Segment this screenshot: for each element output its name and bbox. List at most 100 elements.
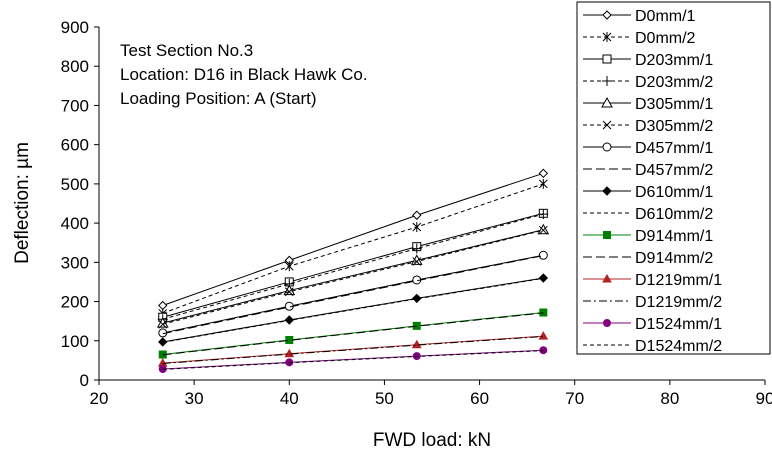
legend-label: D203mm/2 [635,74,713,91]
asterisk-marker [412,222,422,233]
asterisk-marker [284,261,294,272]
legend-label: D1219mm/2 [635,294,722,311]
x-marker [538,225,548,235]
diamond-marker [538,168,549,179]
diamond-marker [602,10,612,20]
y-tick-label: 100 [61,332,89,351]
series-line [162,350,544,370]
legend-entry: D914mm/1 [583,228,713,245]
legend-entry: D1219mm/2 [583,294,722,311]
annotation-background [109,33,394,123]
legend-label: D305mm/2 [635,118,713,135]
asterisk-marker [602,32,612,42]
legend-label: D610mm/2 [635,206,713,223]
series-line [162,277,544,343]
square-marker [285,335,294,344]
series-d305mm-1 [156,223,550,328]
plus-marker [411,243,422,254]
legend-entry: D0mm/2 [583,30,696,47]
legend-label: D0mm/2 [635,30,696,47]
series-line [162,312,544,356]
legend: D0mm/1 D0mm/2 D203mm/1 D203mm/2 D305mm/1 D305… [576,1,771,355]
square-marker [603,231,611,239]
legend-entry: D457mm/1 [583,140,713,157]
y-tick-label: 500 [61,175,89,194]
series-line [162,255,544,335]
diamond-marker [158,300,168,311]
legend-label: D914mm/1 [635,228,713,245]
legend-label: D610mm/1 [635,184,713,201]
legend-entry: D914mm/2 [583,250,713,267]
x-ticks: 20 30 40 50 60 70 80 90 [90,380,772,408]
legend-entry: D305mm/2 [583,118,713,135]
triangle-marker [156,317,169,328]
x-tick-label: 20 [90,389,109,408]
y-tick-label: 700 [61,96,89,115]
legend-label: D457mm/2 [635,162,713,179]
legend-label: D305mm/1 [635,96,713,113]
series-d1524mm-2 [162,350,544,370]
x-tick-label: 50 [375,389,394,408]
legend-label: D914mm/2 [635,250,713,267]
y-tick-label: 600 [61,136,89,155]
legend-entry: D457mm/2 [583,162,713,179]
triangle-marker [602,273,612,283]
series-line [162,183,544,314]
y-axis-label: Deflection: µm [12,142,33,264]
plot-area: 20 30 40 50 60 70 80 90 0 100 200 300 400 500 600 700 8… [61,18,772,408]
legend-label: D203mm/1 [635,52,713,69]
x-tick-label: 80 [660,389,679,408]
circle-marker [539,346,548,355]
x-tick-label: 60 [470,389,489,408]
y-tick-label: 800 [61,57,89,76]
series-d203mm-2 [157,209,549,325]
triangle-marker [411,339,422,349]
x-tick-label: 30 [185,389,204,408]
series-d457mm-1 [158,250,548,338]
circle-marker [538,250,548,260]
legend-entry: D203mm/1 [583,52,713,69]
plus-marker [538,209,549,220]
annotation-line: Location: D16 in Black Hawk Co. [120,65,368,84]
series-layer [156,168,550,374]
legend-entry: D610mm/1 [583,184,713,201]
series-d0mm-2 [158,178,548,319]
x-axis-label: FWD load: kN [373,430,491,451]
x-tick-label: 40 [280,389,299,408]
legend-label: D0mm/1 [635,8,696,25]
series-d305mm-2 [158,225,548,329]
y-ticks: 0 100 200 300 400 500 600 700 800 900 [61,18,99,390]
y-tick-label: 0 [80,371,89,390]
legend-entry: D0mm/1 [583,8,696,25]
annotation-line: Loading Position: A (Start) [120,89,317,108]
series-line [162,335,544,364]
circle-marker [603,319,611,327]
asterisk-marker [538,178,548,189]
triangle-marker [284,348,295,358]
y-tick-label: 900 [61,18,89,37]
x-tick-label: 70 [565,389,584,408]
series-line [162,212,544,318]
series-d914mm-1 [158,308,548,359]
square-marker [539,308,548,317]
triangle-marker [537,223,550,235]
y-tick-label: 300 [61,253,89,272]
x-marker [412,257,422,266]
legend-label: D457mm/1 [635,140,713,157]
plus-marker [602,76,612,86]
annotation-box: Test Section No.3 Location: D16 in Black … [109,33,394,123]
legend-label: D1524mm/2 [635,338,722,355]
series-line [162,229,544,324]
legend-entry: D1524mm/1 [583,316,722,333]
diamond-marker [602,186,612,196]
series-d0mm-1 [158,168,549,311]
legend-entry: D1219mm/1 [583,272,722,289]
x-marker [284,287,294,297]
diamond-marker [538,273,549,283]
series-line [162,254,544,334]
series-line [162,213,544,320]
annotation-line: Test Section No.3 [120,41,253,60]
square-marker [602,54,612,64]
series-line [162,229,544,325]
